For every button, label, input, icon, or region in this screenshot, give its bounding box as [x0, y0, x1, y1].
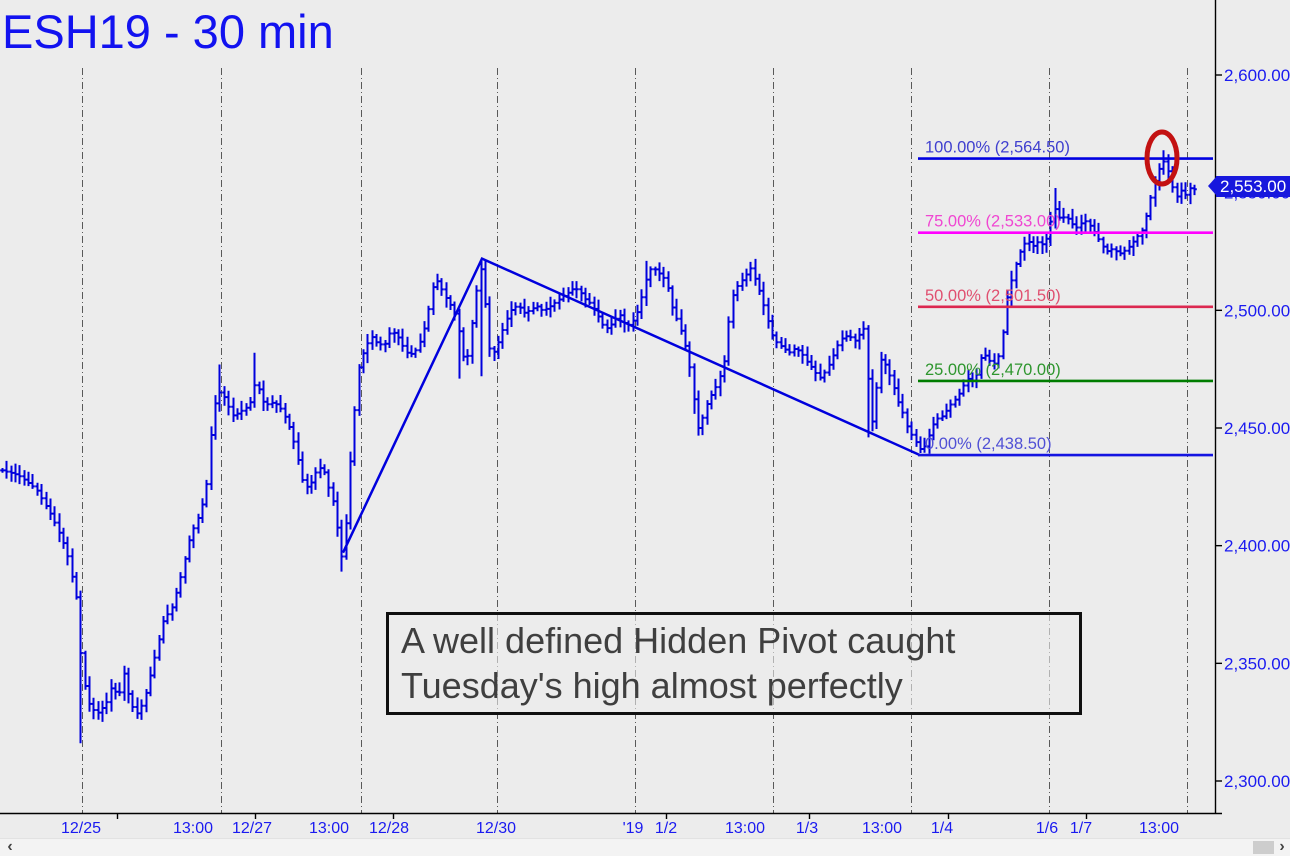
axes — [0, 0, 1222, 819]
fib-levels: 100.00% (2,564.50) 75.00% (2,533.00) 50.00… — [918, 139, 1213, 457]
x-tick-label: 1/3 — [796, 820, 818, 837]
fib-label: 75.00% (2,533.00) — [925, 213, 1061, 231]
highlight-circle — [1144, 129, 1180, 187]
x-tick-label: 12/27 — [232, 820, 272, 837]
y-tick-label: 2,300.00 — [1224, 772, 1290, 791]
price-bars — [0, 150, 1197, 744]
x-tick-label: 13:00 — [173, 820, 213, 837]
x-tick-label: 13:00 — [862, 820, 902, 837]
scrollbar-thumb[interactable] — [1253, 841, 1274, 854]
y-tick-label: 2,600.00 — [1224, 66, 1290, 85]
x-tick-label: '19 — [623, 820, 644, 837]
last-price-tag: 2,553.00 — [1208, 176, 1290, 197]
annotation-box: A well defined Hidden Pivot caught Tuesd… — [386, 612, 1082, 715]
hidden-pivot-trendline — [341, 256, 921, 554]
x-tick-label: 1/7 — [1070, 820, 1092, 837]
annotation-line-1: A well defined Hidden Pivot caught — [401, 620, 956, 661]
fib-label: 0.00% (2,438.50) — [925, 435, 1052, 453]
x-tick-label: 1/2 — [655, 820, 677, 837]
scroll-right-arrow-icon[interactable]: › — [1279, 838, 1285, 855]
x-tick-label: 12/28 — [369, 820, 409, 837]
fib-label: 50.00% (2,501.50) — [925, 287, 1061, 305]
y-tick-label: 2,350.00 — [1224, 654, 1290, 673]
y-tick-label: 2,450.00 — [1224, 419, 1290, 438]
x-tick-label: 13:00 — [1139, 820, 1179, 837]
time-scrollbar[interactable]: ‹ › — [0, 838, 1290, 856]
x-tick-label: 12/30 — [476, 820, 516, 837]
y-tick-label: 2,500.00 — [1224, 301, 1290, 320]
x-tick-label: 12/25 — [61, 820, 101, 837]
fib-label: 100.00% (2,564.50) — [925, 139, 1070, 157]
x-tick-label: 13:00 — [309, 820, 349, 837]
chart-title: ESH19 - 30 min — [2, 5, 334, 58]
x-tick-label: 13:00 — [725, 820, 765, 837]
annotation-line-2: Tuesday's high almost perfectly — [401, 665, 903, 706]
scroll-left-arrow-icon[interactable]: ‹ — [7, 838, 13, 855]
x-axis-labels: 12/25 13:00 12/27 13:00 12/28 12/30 '19 1/2 13:0… — [61, 820, 1179, 837]
y-tick-label: 2,400.00 — [1224, 537, 1290, 556]
x-tick-label: 1/4 — [931, 820, 953, 837]
y-axis-labels: 2,600.002,550.002,500.002,450.002,400.00… — [1215, 66, 1290, 791]
x-tick-label: 1/6 — [1036, 820, 1058, 837]
fib-label: 25.00% (2,470.00) — [925, 361, 1061, 379]
